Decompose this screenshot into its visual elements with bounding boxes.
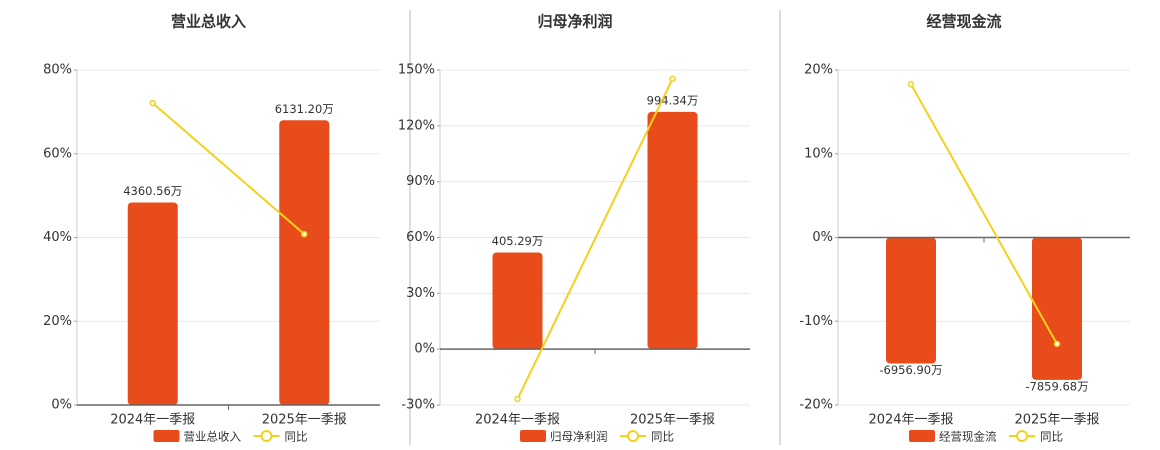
y-tick-label: -10% — [799, 314, 833, 329]
value-label: -7859.68万 — [1025, 379, 1088, 393]
y-tick-label: -30% — [401, 398, 435, 413]
x-tick-label: 2024年一季报 — [868, 413, 953, 428]
y-tick-label: -20% — [799, 398, 833, 413]
y-tick-label: 0% — [51, 398, 72, 413]
line — [152, 102, 305, 235]
x-tick-label: 2024年一季报 — [475, 413, 560, 428]
bar — [647, 111, 698, 350]
y-tick-label: 40% — [43, 230, 72, 245]
y-tick-label: 10% — [804, 146, 833, 161]
y-tick-label: 80% — [43, 63, 72, 78]
value-label: 4360.56万 — [123, 184, 182, 198]
legend-swatch — [260, 430, 273, 442]
legend-label: 同比 — [285, 430, 308, 444]
value-label: 6131.20万 — [275, 102, 334, 116]
legend-label: 同比 — [651, 430, 674, 444]
chart-title: 归母净利润 — [537, 13, 612, 31]
line-point — [1053, 340, 1061, 348]
legend-label: 同比 — [1040, 430, 1063, 444]
legend-label: 归母净利润 — [550, 430, 608, 444]
y-tick-label: 150% — [398, 63, 435, 78]
y-tick-label: 0% — [414, 342, 435, 357]
y-tick-label: 60% — [406, 230, 435, 245]
y-tick-label: 0% — [812, 230, 833, 245]
line — [516, 78, 674, 400]
legend-swatch — [153, 430, 180, 442]
y-tick-label: 90% — [406, 174, 435, 189]
bar — [492, 252, 543, 350]
line — [910, 83, 1058, 345]
line-point — [907, 80, 915, 88]
y-tick-label: 20% — [43, 314, 72, 329]
bar — [1032, 237, 1082, 380]
x-tick-label: 2025年一季报 — [630, 413, 715, 428]
x-tick-label: 2025年一季报 — [1014, 413, 1099, 428]
chart-title: 营业总收入 — [171, 13, 246, 31]
value-label: 405.29万 — [492, 234, 544, 248]
legend-swatch — [520, 430, 546, 442]
line-point — [514, 395, 521, 403]
y-tick-label: 120% — [398, 118, 435, 133]
value-label: 994.34万 — [647, 93, 699, 107]
bar — [886, 237, 936, 364]
y-tick-label: 60% — [43, 146, 72, 161]
line-point — [301, 230, 308, 238]
line-point — [149, 99, 156, 107]
chart-title: 经营现金流 — [926, 13, 1001, 31]
legend-swatch — [909, 430, 935, 442]
x-tick-label: 2025年一季报 — [262, 413, 347, 428]
bar — [127, 202, 178, 405]
y-tick-label: 20% — [804, 63, 833, 78]
bar — [279, 120, 330, 405]
x-tick-label: 2024年一季报 — [110, 413, 195, 428]
legend-swatch — [627, 430, 639, 442]
legend-label: 营业总收入 — [184, 430, 242, 444]
line-point — [669, 75, 676, 83]
legend-label: 经营现金流 — [939, 430, 997, 444]
value-label: -6956.90万 — [879, 363, 942, 377]
y-tick-label: 30% — [406, 286, 435, 301]
legend-swatch — [1016, 430, 1028, 442]
